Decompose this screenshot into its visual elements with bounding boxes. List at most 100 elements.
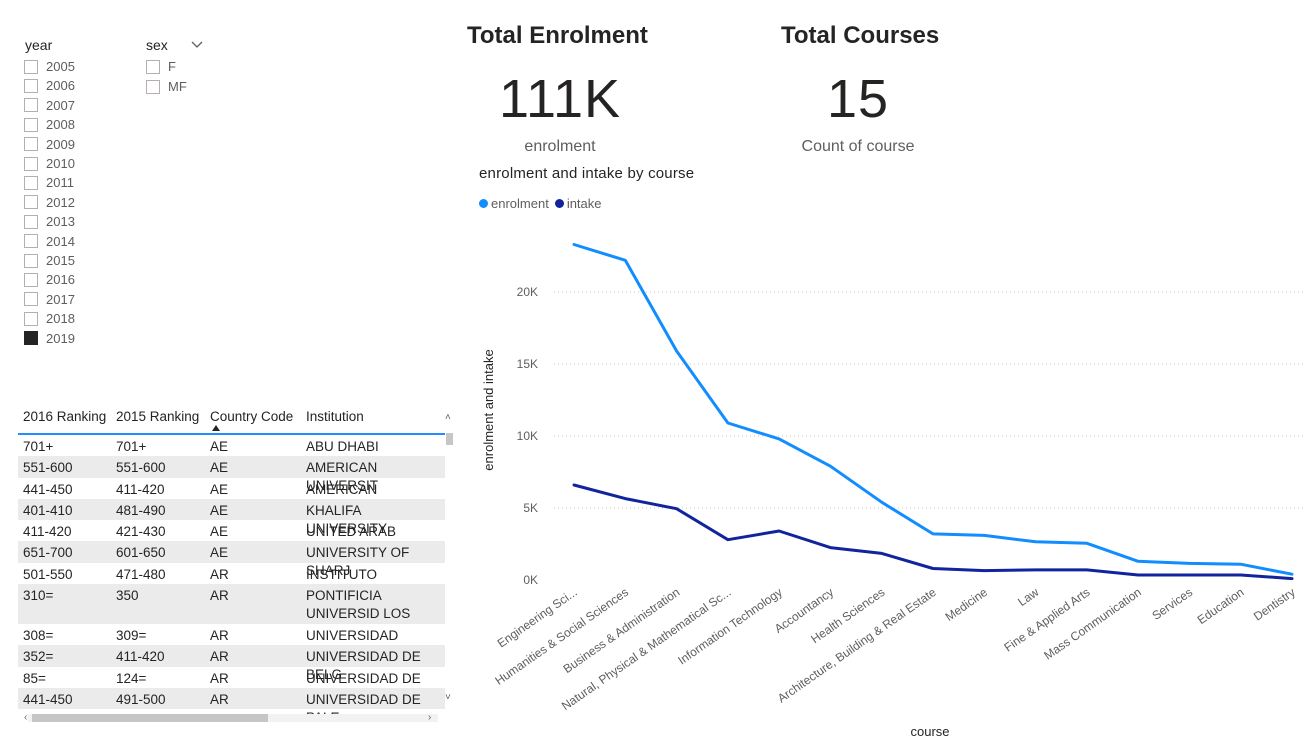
year-slicer-item[interactable]: 2012: [24, 193, 75, 212]
year-slicer-item[interactable]: 2013: [24, 212, 75, 231]
sex-slicer-item[interactable]: MF: [146, 77, 187, 96]
year-checkbox[interactable]: [24, 234, 38, 249]
year-checkbox[interactable]: [24, 137, 38, 152]
cell-2015-ranking: 471-480: [116, 566, 166, 582]
x-tick-label: Services: [1149, 585, 1195, 623]
year-slicer-label: 2011: [46, 175, 74, 191]
scroll-down-icon[interactable]: ˅: [445, 692, 451, 703]
year-slicer-title: year: [25, 37, 53, 53]
horizontal-scrollbar[interactable]: ‹ ›: [18, 712, 445, 724]
year-checkbox[interactable]: [24, 195, 38, 210]
cell-country-code: AR: [210, 691, 229, 707]
year-checkbox[interactable]: [24, 331, 38, 346]
sex-checkbox[interactable]: [146, 79, 160, 94]
x-tick-label: Fine & Applied Arts: [1001, 585, 1092, 655]
year-slicer-item[interactable]: 2017: [24, 290, 75, 309]
year-checkbox[interactable]: [24, 156, 38, 171]
year-slicer-item[interactable]: 2015: [24, 251, 75, 270]
legend-item-enrolment[interactable]: enrolment: [479, 196, 549, 211]
vertical-scroll-track[interactable]: [445, 431, 454, 701]
cell-country-code: AE: [210, 524, 229, 540]
table-row[interactable]: 352= 411-420 AR UNIVERSIDAD DE BELG: [18, 645, 445, 682]
cell-2016-ranking: 701+: [23, 439, 54, 454]
scroll-left-icon[interactable]: ‹: [24, 712, 28, 723]
chart-title: enrolment and intake by course: [479, 165, 695, 182]
year-slicer-item[interactable]: 2016: [24, 270, 75, 289]
line-chart[interactable]: 0K 5K 10K 15K 20K enrolment and intake course E…: [470, 220, 1307, 741]
year-slicer-item[interactable]: 2007: [24, 96, 75, 115]
cell-country-code: AR: [210, 628, 229, 644]
x-tick-label: Medicine: [943, 585, 991, 624]
cell-country-code: AR: [210, 566, 229, 582]
series-line-intake[interactable]: [572, 483, 1294, 581]
chevron-down-icon[interactable]: [191, 41, 203, 49]
cell-country-code: AE: [210, 481, 229, 497]
cell-2016-ranking: 441-450: [23, 481, 73, 497]
table-row[interactable]: 551-600 551-600 AE AMERICAN UNIVERSIT: [18, 456, 445, 493]
sex-checkbox[interactable]: [146, 59, 160, 74]
year-slicer-label: 2005: [46, 59, 75, 74]
sex-slicer-title: sex: [146, 37, 168, 53]
year-checkbox[interactable]: [24, 98, 38, 113]
year-checkbox[interactable]: [24, 175, 38, 190]
year-checkbox[interactable]: [24, 78, 38, 93]
horizontal-scroll-thumb[interactable]: [32, 714, 268, 722]
year-slicer-item[interactable]: 2005: [24, 57, 75, 76]
year-slicer-label: 2013: [46, 214, 75, 230]
scroll-up-icon[interactable]: ˄: [445, 412, 451, 423]
year-slicer-item[interactable]: 2011: [24, 173, 74, 192]
total-courses-value: 15: [826, 69, 890, 129]
sex-slicer-item[interactable]: F: [146, 57, 176, 76]
year-slicer-label: 2017: [46, 291, 75, 307]
year-slicer-item[interactable]: 2010: [24, 154, 75, 173]
table-row[interactable]: 651-700 601-650 AE UNIVERSITY OF SHARJ: [18, 541, 445, 578]
column-header-2016-ranking[interactable]: 2016 Ranking: [23, 409, 107, 424]
year-slicer-item[interactable]: 2006: [24, 76, 75, 95]
column-header-institution[interactable]: Institution: [306, 409, 364, 424]
year-slicer-item[interactable]: 2008: [24, 115, 75, 134]
year-slicer-label: 2015: [46, 253, 75, 268]
cell-country-code: AE: [210, 502, 229, 518]
cell-2016-ranking: 441-450: [23, 691, 73, 707]
year-checkbox[interactable]: [24, 253, 38, 268]
year-checkbox[interactable]: [24, 59, 38, 74]
year-slicer-label: 2010: [46, 156, 75, 171]
table-row[interactable]: 310= 350 AR PONTIFICIA UNIVERSID LOS BUENOS…: [18, 584, 445, 625]
sex-slicer-label: MF: [168, 79, 187, 94]
sort-ascending-icon[interactable]: [212, 425, 220, 431]
scroll-right-icon[interactable]: ›: [428, 712, 432, 723]
year-checkbox[interactable]: [24, 311, 38, 326]
year-checkbox[interactable]: [24, 292, 38, 307]
y-tick-label: 0K: [523, 573, 538, 587]
year-slicer-label: 2008: [46, 117, 75, 133]
vertical-scrollbar[interactable]: ˄ ˅: [445, 403, 454, 713]
year-slicer-item[interactable]: 2018: [24, 309, 75, 328]
legend-item-intake[interactable]: intake: [554, 196, 602, 211]
y-tick-label: 15K: [517, 357, 538, 371]
legend-label-intake: intake: [566, 196, 602, 211]
year-checkbox[interactable]: [24, 214, 38, 229]
series-line-enrolment[interactable]: [572, 243, 1294, 576]
year-slicer-label: 2012: [46, 194, 75, 210]
cell-institution: UNIVERSIDAD DE BELG: [306, 649, 421, 683]
year-slicer-item[interactable]: 2009: [24, 135, 75, 154]
year-checkbox[interactable]: [24, 272, 38, 287]
year-slicer-item[interactable]: 2019: [24, 329, 75, 348]
column-header-country-code[interactable]: Country Code: [210, 409, 294, 424]
cell-institution: KHALIFA UNIVERSITY: [306, 502, 388, 536]
cell-2015-ranking: 701+: [116, 439, 147, 454]
year-checkbox[interactable]: [24, 117, 38, 132]
year-slicer-item[interactable]: 2014: [24, 232, 75, 251]
vertical-scroll-thumb[interactable]: [446, 433, 453, 445]
table-row[interactable]: 401-410 481-490 AE KHALIFA UNIVERSITY: [18, 498, 445, 536]
x-tick-label: Law: [1015, 585, 1041, 609]
column-header-2015-ranking[interactable]: 2015 Ranking: [116, 409, 200, 424]
